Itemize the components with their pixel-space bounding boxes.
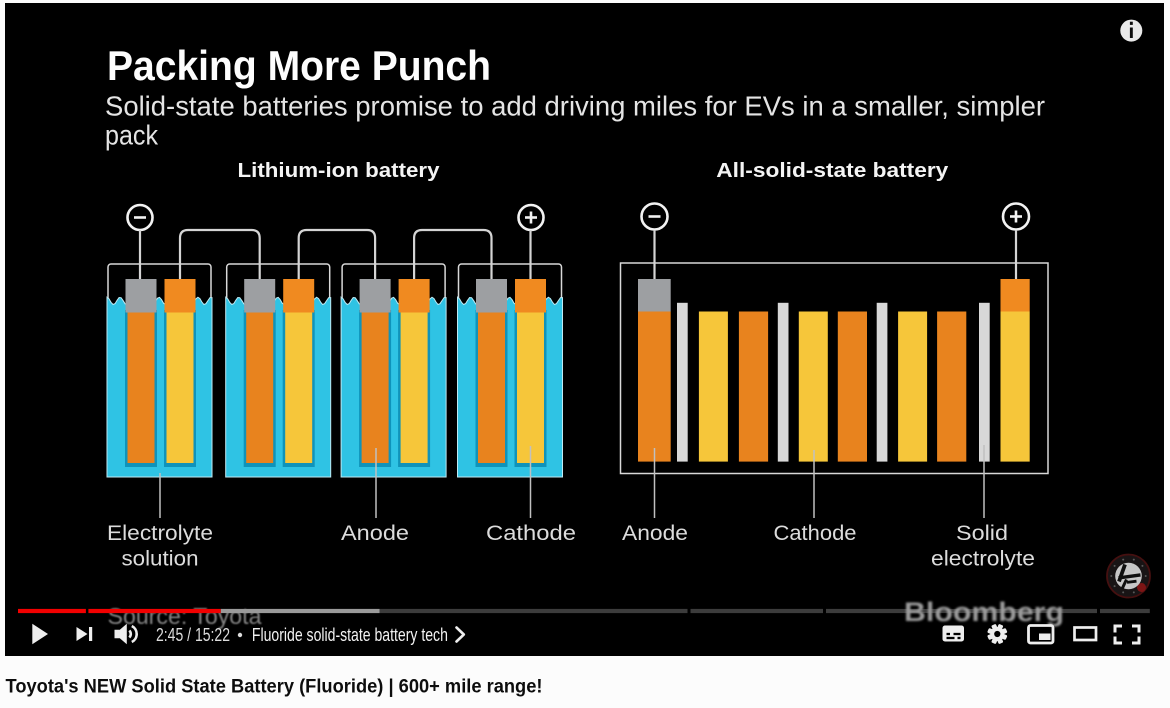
svg-text:Toyota's NEW Solid State Batte: Toyota's NEW Solid State Battery (Fluori… xyxy=(6,676,543,698)
svg-text:Fluoride solid-state battery t: Fluoride solid-state battery tech xyxy=(252,625,448,645)
svg-text:Solid-state batteries promise: Solid-state batteries promise to add dri… xyxy=(105,91,1045,122)
svg-text:pack: pack xyxy=(105,120,159,151)
svg-text:Anode: Anode xyxy=(341,522,409,545)
svg-text:Source: Toyota: Source: Toyota xyxy=(108,603,262,629)
svg-text:Solid: Solid xyxy=(956,522,1008,545)
svg-text:Cathode: Cathode xyxy=(774,522,857,545)
svg-text:All-solid-state battery: All-solid-state battery xyxy=(716,160,949,182)
svg-text:Packing More Punch: Packing More Punch xyxy=(107,42,491,89)
svg-text:Cathode: Cathode xyxy=(486,522,576,545)
svg-text:Bloomberg: Bloomberg xyxy=(904,597,1064,627)
svg-text:2:45 / 15:22: 2:45 / 15:22 xyxy=(156,625,230,645)
svg-text:electrolyte: electrolyte xyxy=(931,548,1035,571)
svg-text:Lithium-ion battery: Lithium-ion battery xyxy=(238,160,441,182)
svg-text:solution: solution xyxy=(122,548,199,571)
svg-text:Electrolyte: Electrolyte xyxy=(107,522,213,545)
svg-text:Anode: Anode xyxy=(622,522,688,545)
